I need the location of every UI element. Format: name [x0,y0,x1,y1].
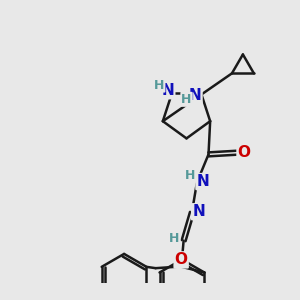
Text: N: N [192,204,205,219]
Text: H: H [184,169,195,182]
Text: N: N [189,88,202,103]
Text: H: H [169,232,179,245]
Text: N: N [161,83,174,98]
Text: O: O [238,145,250,160]
Text: N: N [196,174,209,189]
Text: H: H [154,79,164,92]
Text: H: H [181,93,192,106]
Text: O: O [175,252,188,267]
